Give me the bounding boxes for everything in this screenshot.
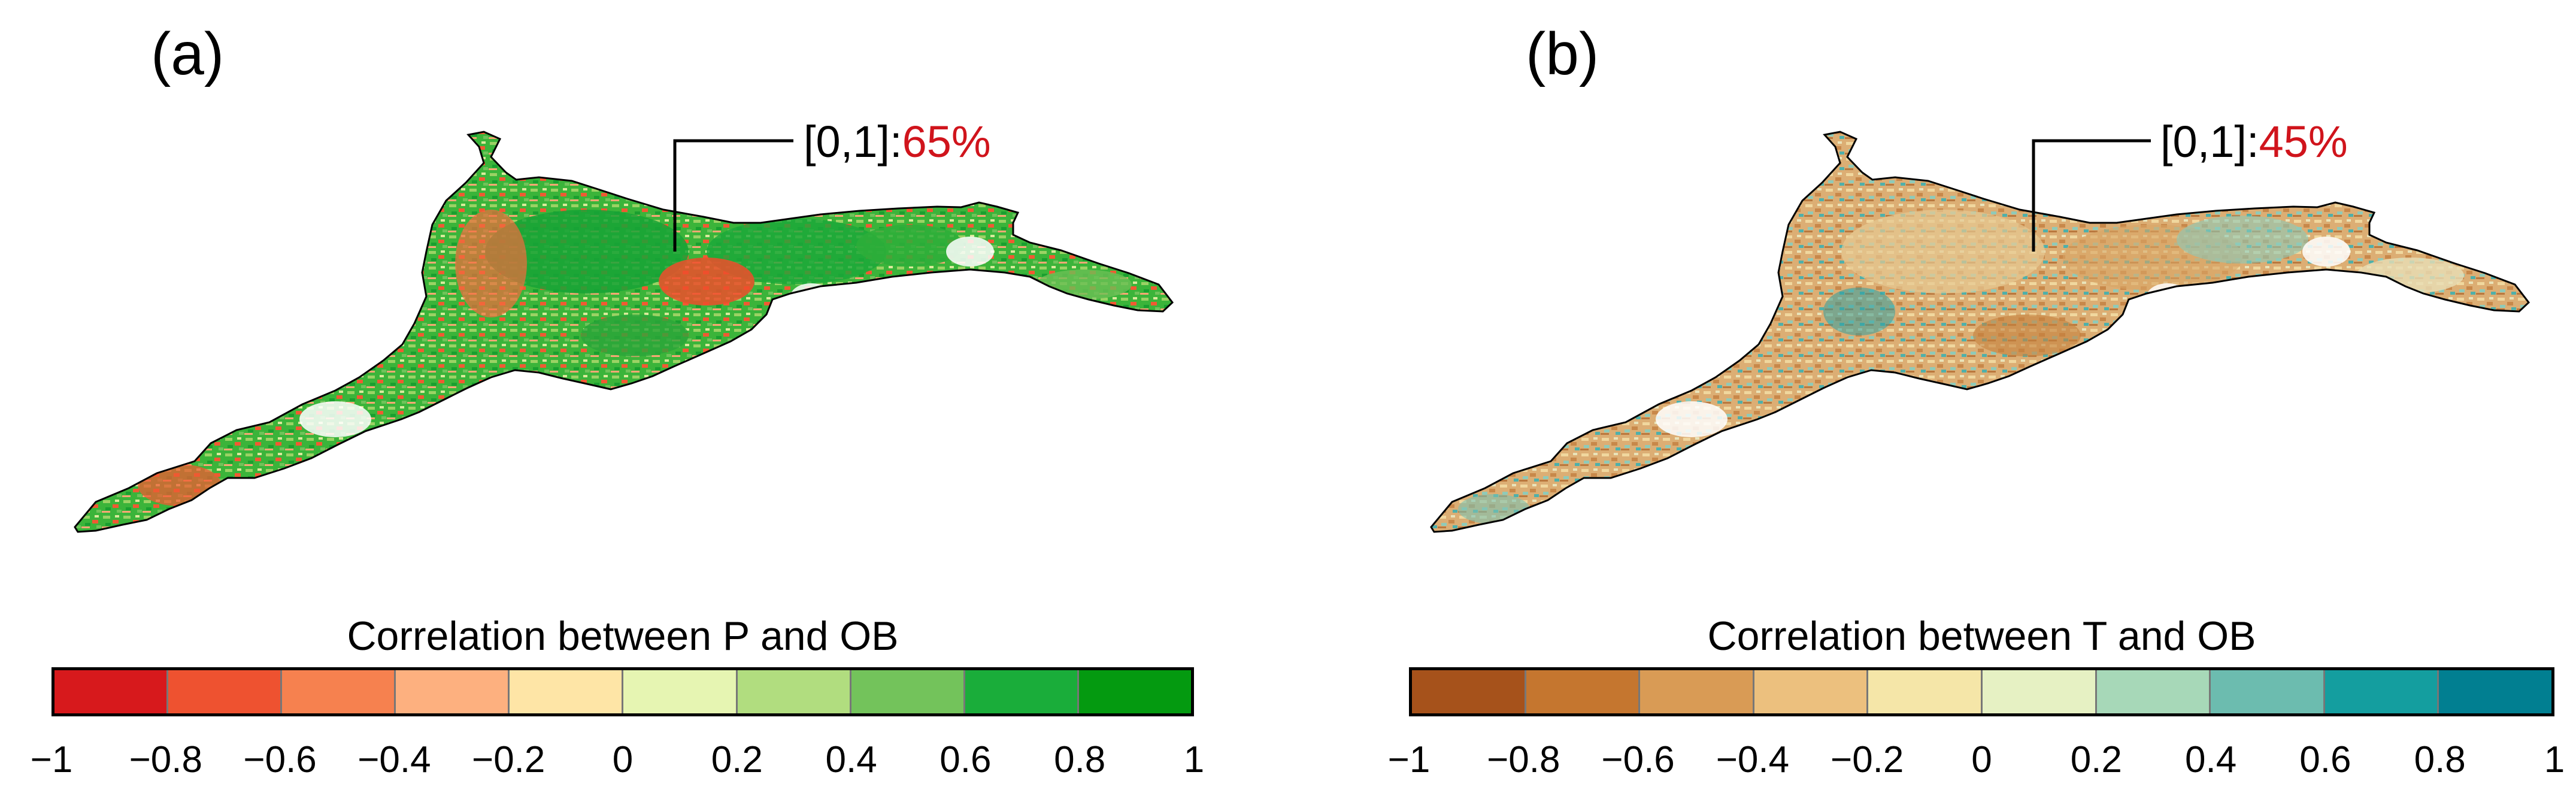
legend-b-swatch [1754,670,1869,713]
legend-a-swatch [737,670,851,713]
panel-label-b: (b) [1526,20,1599,87]
legend-b-colorbar [1409,667,2554,716]
legend-a-swatch [282,670,396,713]
callout-b: [0,1]:45% [2160,120,2348,164]
legend-b-swatch [1868,670,1983,713]
callout-leader-b [2032,139,2151,252]
legend-b-tick-label: 0.4 [2184,739,2237,780]
legend-a-swatch [168,670,283,713]
callout-a-percent: 65% [902,117,991,167]
legend-a-swatch [1078,670,1191,713]
legend-a-tick-label: −0.2 [471,739,545,780]
legend-b-tick-label: −0.6 [1601,739,1675,780]
legend-a-swatch [965,670,1079,713]
map-a [74,131,1174,533]
legend-b-swatch [2096,670,2211,713]
callout-b-percent: 45% [2259,117,2348,167]
callout-a: [0,1]:65% [804,120,991,164]
legend-a-tick-label: −0.8 [129,739,202,780]
legend-a-tick-label: 0 [612,739,634,780]
legend-b-tick-label: 0.2 [2070,739,2122,780]
legend-b-tick-label: 0.6 [2299,739,2351,780]
legend-b-swatch [2211,670,2325,713]
map-b [1430,131,2530,533]
legend-b-tick-label: 0 [1971,739,1992,780]
legend-b-tick-label: 0.8 [2414,739,2466,780]
legend-a-tick-label: −0.4 [357,739,431,780]
legend-b-tick-label: −0.2 [1830,739,1904,780]
callout-leader-a [673,139,793,252]
legend-a-title: Correlation between P and OB [347,613,899,659]
callout-b-range: [0,1]: [2160,117,2259,167]
legend-a-tick-label: 0.8 [1054,739,1106,780]
legend-b-title: Correlation between T and OB [1707,613,2256,659]
legend-b-tick-label: −0.4 [1716,739,1790,780]
legend-b-swatch [1640,670,1754,713]
legend-b-tick-label: −0.8 [1487,739,1560,780]
legend-a-tick-label: 0.2 [711,739,763,780]
legend-a-swatch [54,670,169,713]
legend-a-tick-label: 0.4 [825,739,877,780]
legend-a-colorbar [51,667,1194,716]
callout-a-range: [0,1]: [804,117,902,167]
legend-b-swatch [1982,670,2097,713]
legend-a-swatch [510,670,624,713]
legend-b-swatch [2325,670,2439,713]
legend-a-tick-label: −0.6 [243,739,317,780]
legend-b-tick-label: −1 [1387,739,1431,780]
legend-a-swatch [396,670,510,713]
legend-a-tick-label: 1 [1183,739,1205,780]
legend-a-swatch [623,670,738,713]
legend-b-swatch [1412,670,1526,713]
legend-b-swatch [1526,670,1641,713]
legend-a-tick-label: 0.6 [940,739,992,780]
legend-a-tick-label: −1 [30,739,73,780]
panel-label-a: (a) [151,20,225,87]
legend-b-swatch [2439,670,2551,713]
legend-a-swatch [851,670,965,713]
legend-b-tick-label: 1 [2544,739,2565,780]
